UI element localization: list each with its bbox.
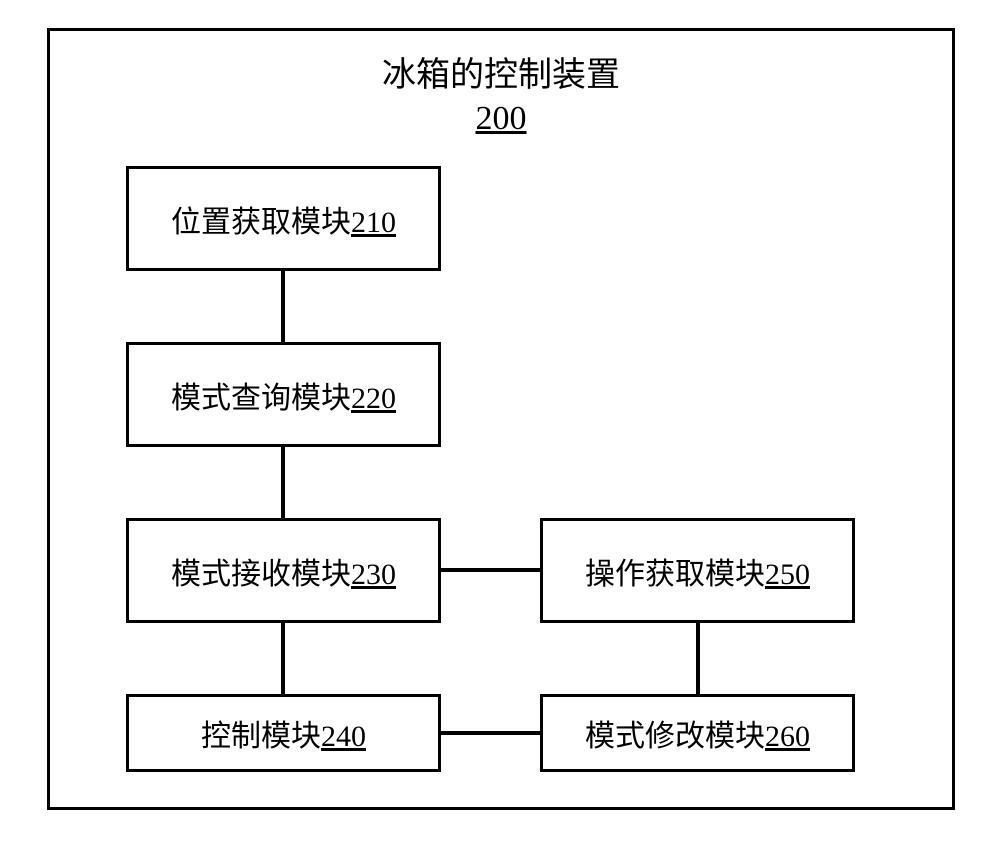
module-label: 模式查询模块220 [171,373,396,417]
connector-line [441,731,540,735]
connector-line [281,271,285,342]
module-label-prefix: 模式接收模块 [171,558,351,591]
module-label-number: 250 [765,558,810,591]
diagram-title-text: 冰箱的控制装置 [382,57,620,94]
module-label: 位置获取模块210 [171,197,396,241]
module-label-number: 220 [351,382,396,415]
module-box-230: 模式接收模块230 [126,518,441,623]
connector-line [281,623,285,694]
module-label-prefix: 控制模块 [201,720,321,753]
connector-line [441,568,540,572]
module-label-prefix: 位置获取模块 [171,206,351,239]
module-label-prefix: 模式查询模块 [171,382,351,415]
module-label: 操作获取模块250 [585,549,810,593]
module-label-number: 210 [351,206,396,239]
module-box-210: 位置获取模块210 [126,166,441,271]
connector-line [696,623,700,694]
module-label-number: 230 [351,558,396,591]
module-box-220: 模式查询模块220 [126,342,441,447]
diagram-title-number: 200 [50,100,952,138]
module-box-260: 模式修改模块260 [540,694,855,772]
module-label: 控制模块240 [201,711,366,755]
connector-line [281,447,285,518]
module-box-250: 操作获取模块250 [540,518,855,623]
module-label-prefix: 模式修改模块 [585,720,765,753]
diagram-title-area: 冰箱的控制装置 200 [50,47,952,138]
module-label: 模式接收模块230 [171,549,396,593]
module-label-prefix: 操作获取模块 [585,558,765,591]
module-label-number: 240 [321,720,366,753]
module-label-number: 260 [765,720,810,753]
module-label: 模式修改模块260 [585,711,810,755]
module-box-240: 控制模块240 [126,694,441,772]
